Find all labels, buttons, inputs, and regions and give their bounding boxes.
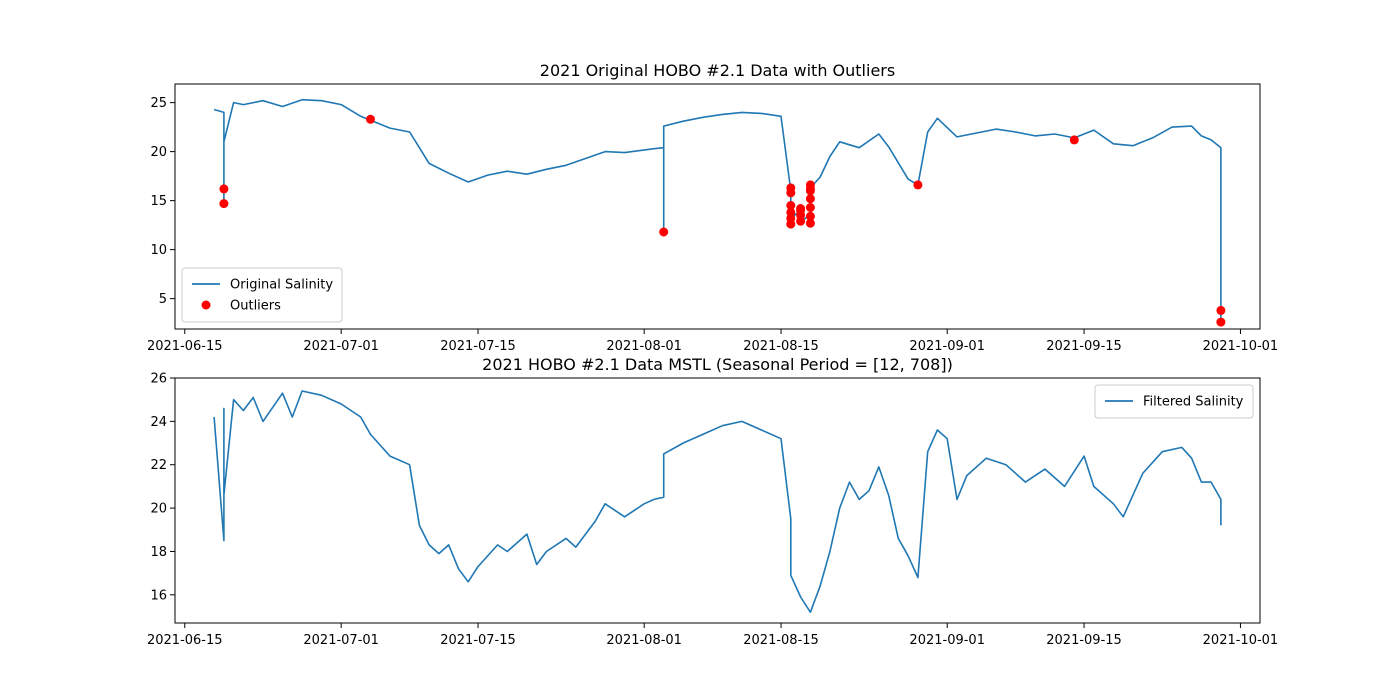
outlier-point	[805, 184, 815, 194]
legend-label: Outliers	[230, 299, 281, 314]
x-tick-label: 2021-08-01	[606, 339, 682, 354]
x-tick-label: 2021-08-15	[743, 339, 819, 354]
y-tick-label: 18	[150, 545, 167, 560]
x-tick-label: 2021-10-01	[1203, 633, 1279, 648]
y-tick-label: 25	[150, 96, 167, 111]
x-tick-label: 2021-09-01	[909, 633, 985, 648]
legend: Filtered Salinity	[1094, 384, 1254, 419]
outlier-point	[366, 114, 375, 124]
y-tick-label: 26	[150, 372, 167, 387]
outlier-point	[219, 184, 229, 194]
axes-frame	[174, 83, 1261, 330]
y-tick-label: 20	[150, 502, 167, 517]
chart-title: 2021 HOBO #2.1 Data MSTL (Seasonal Perio…	[482, 355, 953, 374]
outlier-point	[786, 219, 796, 229]
outlier-point	[1216, 317, 1226, 327]
outlier-point	[913, 180, 923, 190]
x-tick-label: 2021-10-01	[1203, 339, 1279, 354]
outlier-point	[219, 199, 229, 209]
legend-label: Original Salinity	[230, 278, 333, 293]
x-tick-label: 2021-08-01	[606, 633, 682, 648]
y-tick-label: 20	[150, 145, 167, 160]
outlier-point	[786, 188, 796, 198]
outlier-point	[1216, 305, 1226, 315]
chart-panel-filtered: 2021 HOBO #2.1 Data MSTL (Seasonal Perio…	[147, 355, 1278, 648]
y-tick-label: 16	[150, 588, 167, 603]
chart-panel-original: 2021 Original HOBO #2.1 Data with Outlie…	[147, 61, 1278, 354]
legend-marker-swatch	[201, 300, 211, 310]
x-tick-label: 2021-09-15	[1046, 339, 1122, 354]
outlier-point	[805, 203, 815, 212]
x-tick-label: 2021-07-01	[303, 633, 379, 648]
x-tick-label: 2021-07-01	[303, 339, 379, 354]
y-tick-label: 24	[150, 415, 167, 430]
y-tick-label: 5	[159, 292, 167, 307]
series-line-0	[213, 390, 1222, 613]
x-tick-label: 2021-09-15	[1046, 633, 1122, 648]
y-tick-label: 15	[150, 194, 167, 209]
x-tick-label: 2021-07-15	[440, 633, 516, 648]
outlier-point	[786, 201, 796, 210]
y-tick-label: 22	[150, 458, 167, 473]
chart-title: 2021 Original HOBO #2.1 Data with Outlie…	[540, 61, 895, 80]
legend-label: Filtered Salinity	[1143, 395, 1244, 410]
x-tick-label: 2021-08-15	[743, 633, 819, 648]
outlier-point	[659, 227, 669, 237]
y-tick-label: 10	[150, 243, 167, 258]
legend-box	[181, 267, 343, 323]
outlier-point	[796, 216, 806, 226]
outlier-point	[1069, 135, 1079, 145]
x-tick-label: 2021-07-15	[440, 339, 516, 354]
outlier-point	[805, 211, 815, 221]
x-tick-label: 2021-09-01	[909, 339, 985, 354]
axes-frame	[174, 377, 1261, 624]
legend-box	[1094, 384, 1254, 419]
outlier-point	[805, 194, 815, 204]
outlier-point	[796, 205, 806, 215]
legend: Original Salinity Outliers	[181, 267, 343, 323]
outlier-point	[805, 218, 815, 228]
x-tick-label: 2021-06-15	[147, 339, 223, 354]
x-tick-label: 2021-06-15	[147, 633, 223, 648]
